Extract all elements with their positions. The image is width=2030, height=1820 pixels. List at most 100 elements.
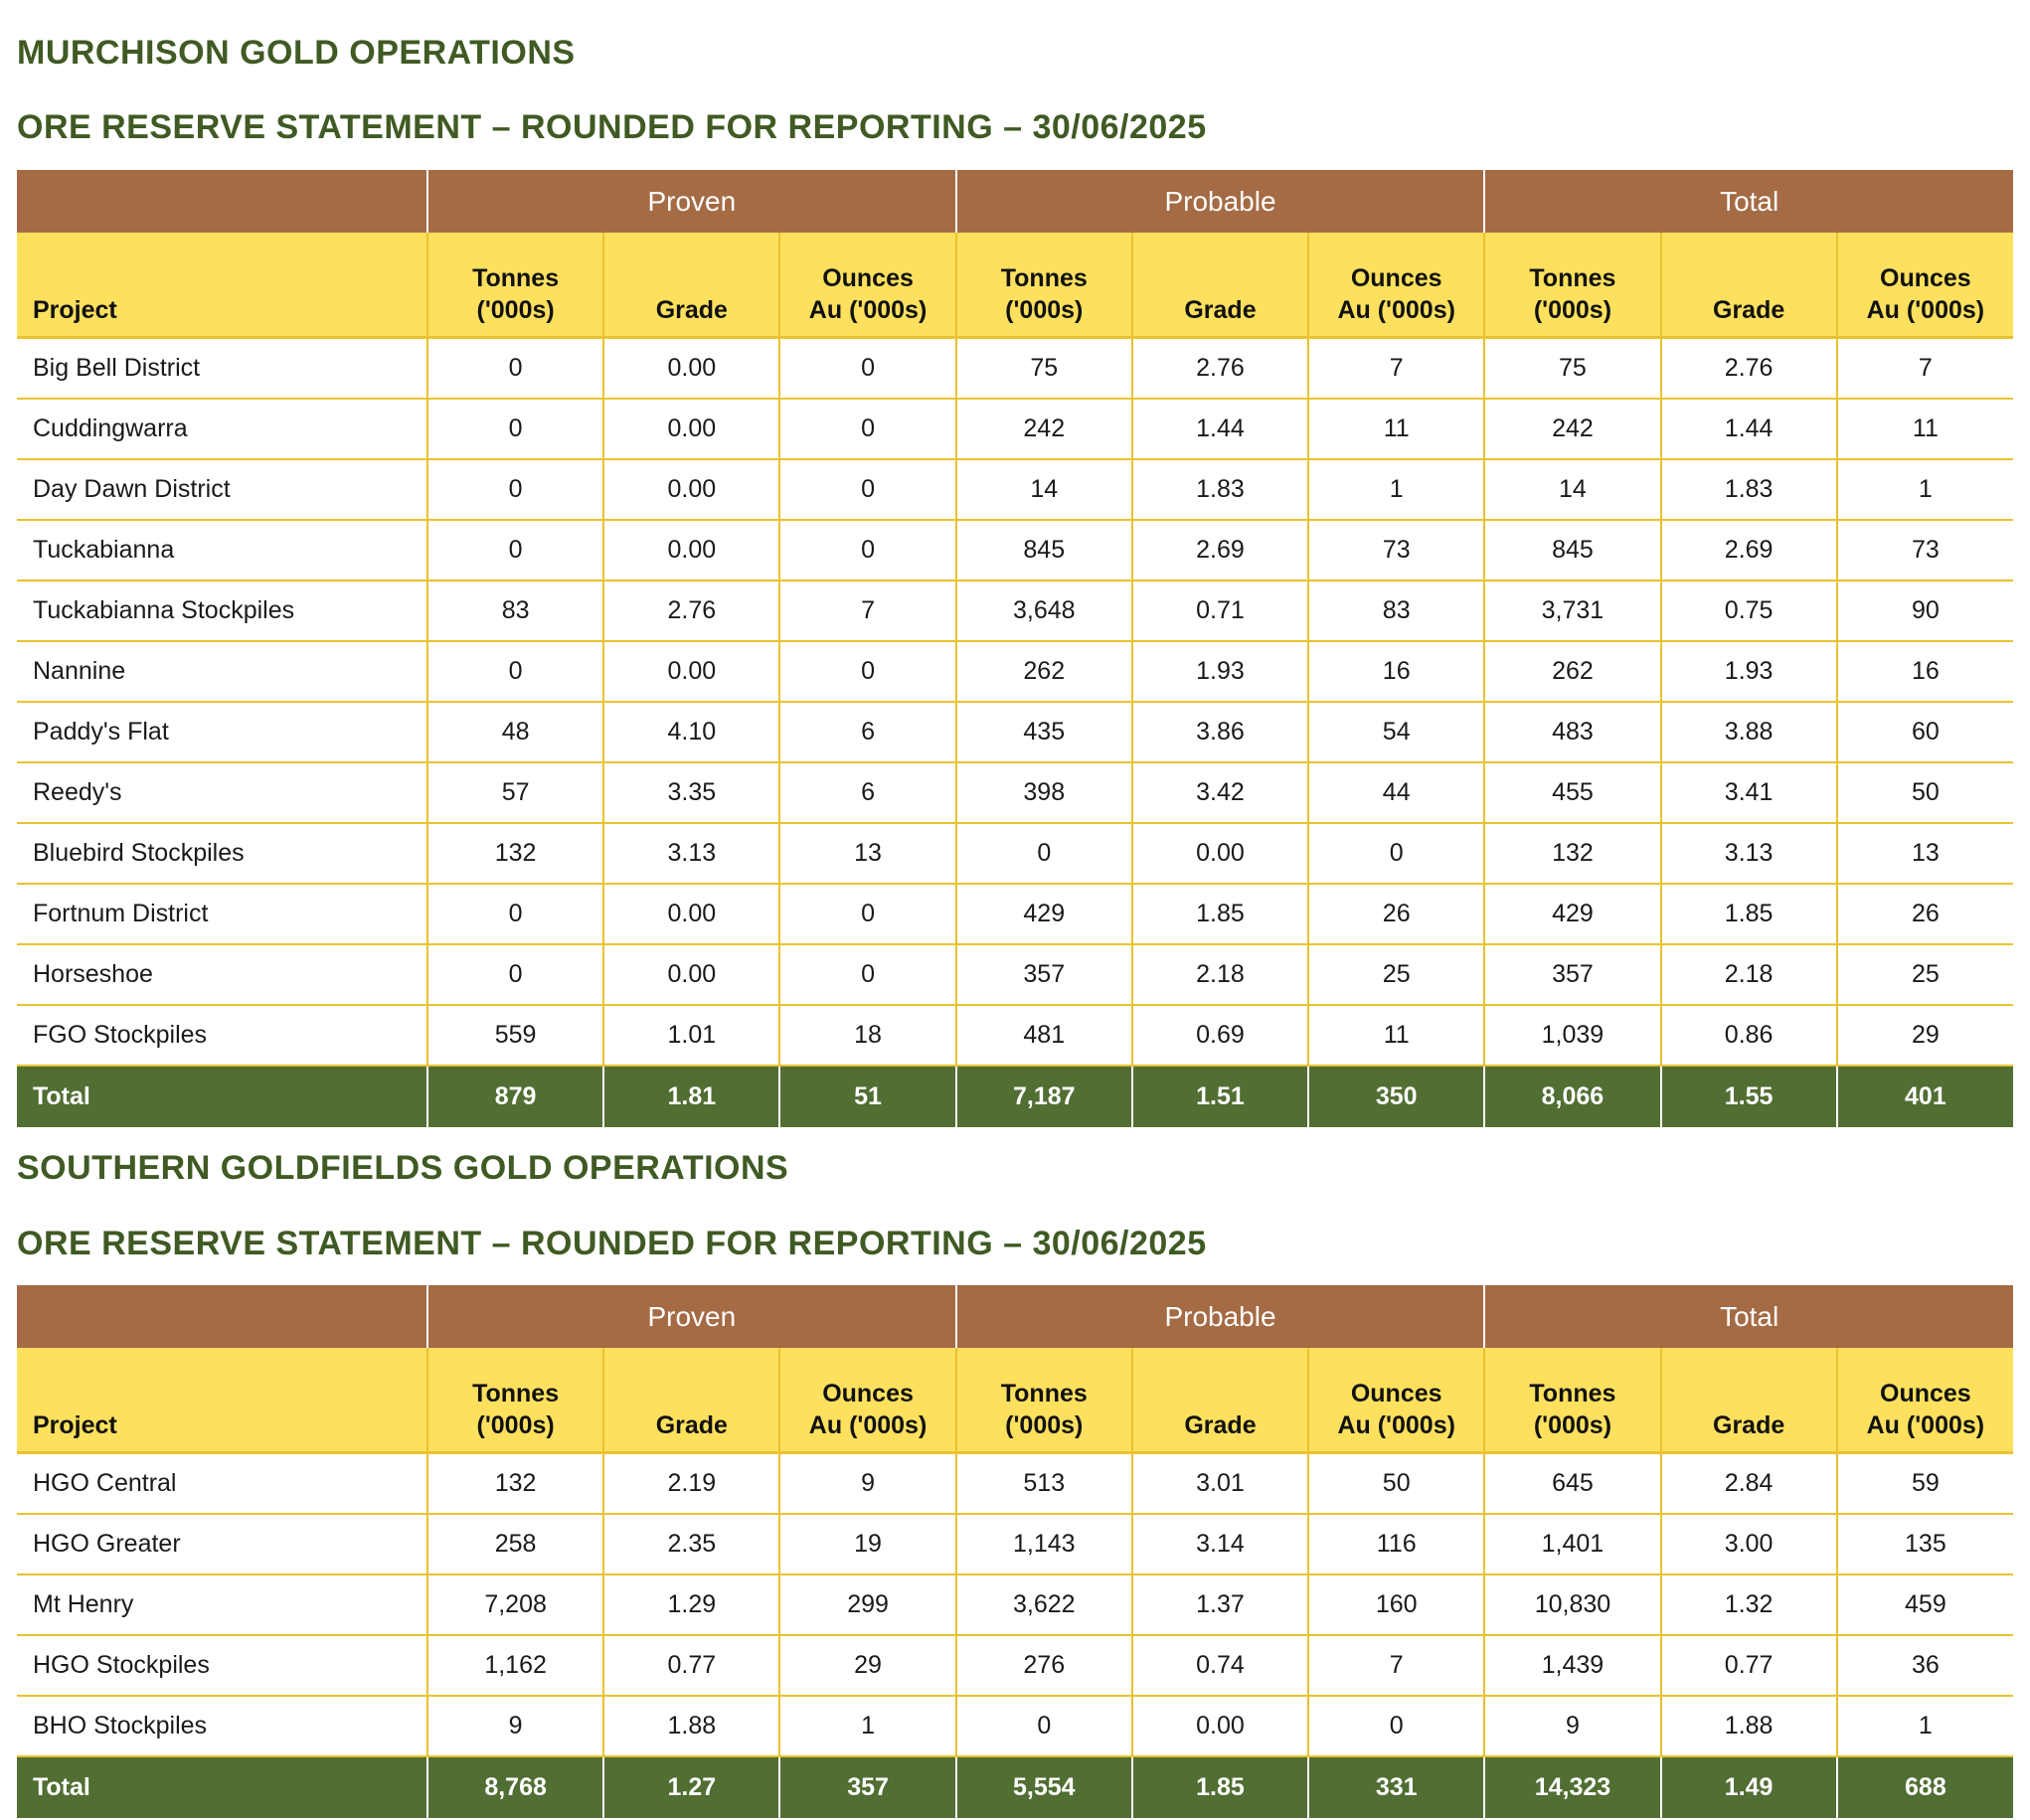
table-cell: 116 xyxy=(1307,1514,1485,1575)
table-cell: 90 xyxy=(1835,580,2013,642)
table-cell: 0 xyxy=(778,944,956,1006)
total-cell: 7,187 xyxy=(954,1066,1132,1127)
table-cell: 13 xyxy=(778,823,956,885)
table-cell: 7 xyxy=(1307,337,1485,400)
column-header: Ounces Au ('000s) xyxy=(1307,1348,1485,1454)
total-cell: 14,323 xyxy=(1483,1756,1661,1818)
table-cell: 1.83 xyxy=(1659,459,1837,521)
table-cell: 0 xyxy=(425,399,604,460)
column-header-row: Project Tonnes ('000s) Grade Ounces Au ('000s… xyxy=(17,1348,2013,1454)
column-header: Tonnes ('000s) xyxy=(425,1348,604,1454)
table-cell: 36 xyxy=(1835,1635,2013,1697)
table-cell: 3.00 xyxy=(1659,1514,1837,1575)
column-header-line: Ounces xyxy=(1350,264,1442,292)
table-cell: 0.00 xyxy=(602,399,780,460)
table-cell: 14 xyxy=(954,459,1132,521)
table-cell: 481 xyxy=(954,1005,1132,1067)
table-row: Day Dawn District 0 0.00 0 14 1.83 1 14 1.83 1 xyxy=(17,459,2013,521)
project-name: Tuckabianna xyxy=(17,520,427,581)
column-header: Grade xyxy=(1659,233,1837,339)
table-cell: 0 xyxy=(954,823,1132,885)
table-cell: 44 xyxy=(1307,762,1485,824)
table-cell: 0 xyxy=(425,884,604,945)
column-header: Grade xyxy=(1659,1348,1837,1454)
table-cell: 435 xyxy=(954,702,1132,763)
column-header-line: Grade xyxy=(1184,296,1257,324)
table-cell: 845 xyxy=(1483,520,1661,581)
table-cell: 513 xyxy=(954,1452,1132,1515)
group-header-proven: Proven xyxy=(426,170,956,233)
table-cell: 0.77 xyxy=(602,1635,780,1697)
table-cell: 1 xyxy=(1835,1696,2013,1757)
table-cell: 1,039 xyxy=(1483,1005,1661,1067)
table-cell: 18 xyxy=(778,1005,956,1067)
column-header-line: Project xyxy=(33,1411,117,1439)
column-header-line: ('000s) xyxy=(1005,1411,1084,1439)
column-header: Tonnes ('000s) xyxy=(954,233,1132,339)
column-header-line: Grade xyxy=(655,296,728,324)
project-name: Cuddingwarra xyxy=(17,399,427,460)
table-cell: 3.86 xyxy=(1130,702,1309,763)
table-cell: 3.13 xyxy=(1659,823,1837,885)
table-row: Paddy's Flat 48 4.10 6 435 3.86 54 483 3.88 60 xyxy=(17,702,2013,763)
total-cell: 350 xyxy=(1307,1066,1485,1127)
table-cell: 0.77 xyxy=(1659,1635,1837,1697)
table-cell: 0 xyxy=(425,337,604,400)
table-row: Mt Henry 7,208 1.29 299 3,622 1.37 160 10,830 1.… xyxy=(17,1574,2013,1636)
table-cell: 3,731 xyxy=(1483,580,1661,642)
table-cell: 0 xyxy=(778,459,956,521)
section-subheading: ORE RESERVE STATEMENT – ROUNDED FOR REPO… xyxy=(17,1225,1207,1262)
table-cell: 0 xyxy=(778,520,956,581)
table-cell: 29 xyxy=(1835,1005,2013,1067)
column-header-line: Tonnes xyxy=(1529,264,1616,292)
table-cell: 83 xyxy=(1307,580,1485,642)
project-name: Day Dawn District xyxy=(17,459,427,521)
project-name: Nannine xyxy=(17,641,427,703)
total-cell: 1.27 xyxy=(602,1756,780,1818)
column-header-row: Project Tonnes ('000s) Grade Ounces Au ('000s… xyxy=(17,233,2013,339)
column-header-line: Grade xyxy=(1184,1411,1257,1439)
ore-reserve-table-murchison: Proven Probable Total Project Tonnes ('000s) G… xyxy=(17,170,2013,1127)
project-name: Fortnum District xyxy=(17,884,427,945)
table-cell: 160 xyxy=(1307,1574,1485,1636)
table-cell: 2.18 xyxy=(1659,944,1837,1006)
table-cell: 75 xyxy=(1483,337,1661,400)
section-subheading: ORE RESERVE STATEMENT – ROUNDED FOR REPO… xyxy=(17,108,1207,146)
table-cell: 73 xyxy=(1835,520,2013,581)
column-header-line: Grade xyxy=(1713,296,1785,324)
table-cell: 0.00 xyxy=(602,459,780,521)
table-cell: 2.76 xyxy=(602,580,780,642)
total-cell: 5,554 xyxy=(954,1756,1132,1818)
table-cell: 0 xyxy=(778,337,956,400)
total-label: Total xyxy=(17,1756,427,1818)
group-header-total: Total xyxy=(1483,170,2013,233)
table-cell: 11 xyxy=(1307,399,1485,460)
table-cell: 3,648 xyxy=(954,580,1132,642)
table-row: Big Bell District 0 0.00 0 75 2.76 7 75 2.76 7 xyxy=(17,337,2013,400)
table-cell: 48 xyxy=(425,702,604,763)
column-header-line: Au ('000s) xyxy=(1337,1411,1455,1439)
table-cell: 429 xyxy=(1483,884,1661,945)
column-header-line: Ounces xyxy=(1350,1380,1442,1407)
project-name: BHO Stockpiles xyxy=(17,1696,427,1757)
total-cell: 51 xyxy=(778,1066,956,1127)
table-cell: 0.00 xyxy=(602,884,780,945)
project-name: HGO Central xyxy=(17,1452,427,1515)
project-name: HGO Greater xyxy=(17,1514,427,1575)
table-cell: 357 xyxy=(1483,944,1661,1006)
group-header-row: Proven Probable Total xyxy=(17,170,2013,233)
column-header: Ounces Au ('000s) xyxy=(778,1348,956,1454)
table-cell: 1.88 xyxy=(1659,1696,1837,1757)
column-header-line: Ounces xyxy=(822,264,914,292)
group-header-probable: Probable xyxy=(954,1285,1485,1348)
project-name: HGO Stockpiles xyxy=(17,1635,427,1697)
table-cell: 258 xyxy=(425,1514,604,1575)
table-cell: 1,401 xyxy=(1483,1514,1661,1575)
table-cell: 7 xyxy=(1835,337,2013,400)
column-header: Tonnes ('000s) xyxy=(954,1348,1132,1454)
table-cell: 1,143 xyxy=(954,1514,1132,1575)
table-cell: 0.00 xyxy=(602,520,780,581)
table-cell: 132 xyxy=(425,1452,604,1515)
column-header-line: Tonnes xyxy=(1000,1380,1088,1407)
table-cell: 3.42 xyxy=(1130,762,1309,824)
